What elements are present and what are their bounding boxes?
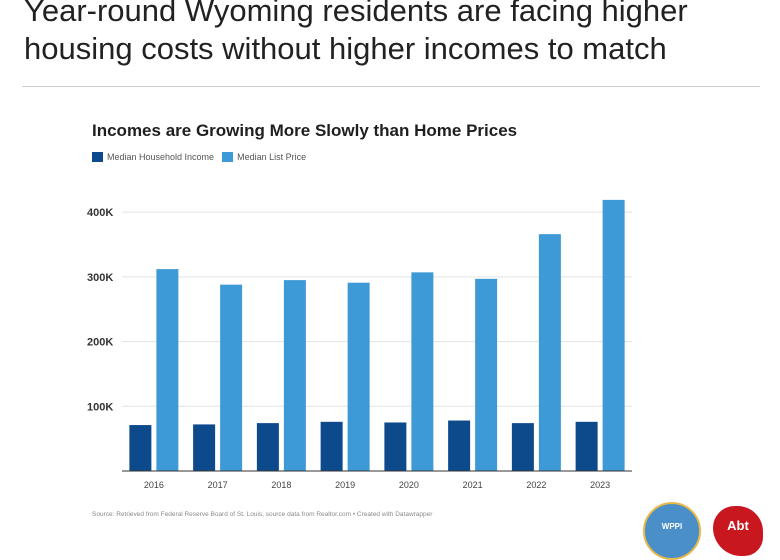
abt-logo-text: Abt: [727, 518, 749, 533]
legend-swatch-list-price: [222, 152, 234, 162]
bar-list-price: [283, 280, 306, 471]
bar-income: [384, 422, 407, 471]
x-tick-label: 2016: [144, 480, 164, 490]
chart-legend: Median Household Income Median List Pric…: [92, 152, 314, 162]
bar-list-price: [220, 284, 243, 471]
slide-title: Year-round Wyoming residents are facing …: [24, 0, 688, 66]
bar-income: [320, 421, 343, 471]
bar-list-price: [475, 278, 498, 471]
bar-income: [448, 420, 471, 471]
x-tick-label: 2021: [463, 480, 483, 490]
bar-list-price: [347, 282, 370, 471]
legend-item-income: Median Household Income: [92, 152, 214, 162]
bar-income: [575, 421, 598, 471]
wppi-logo: WPPI: [643, 502, 701, 560]
x-tick-label: 2023: [590, 480, 610, 490]
bar-list-price: [602, 199, 625, 471]
x-tick-label: 2022: [526, 480, 546, 490]
bar-chart: 100K 200K 300K 400K 2016 2017 2018 2019 2020 2021…: [87, 199, 632, 490]
title-divider: [22, 86, 760, 87]
bar-list-price: [411, 272, 434, 471]
bar-list-price: [538, 234, 561, 471]
x-tick-label: 2018: [271, 480, 291, 490]
legend-label-list-price: Median List Price: [237, 152, 307, 162]
wppi-logo-text: WPPI: [661, 522, 683, 531]
x-tick-label: 2019: [335, 480, 355, 490]
bar-income: [129, 425, 152, 471]
abt-logo: Abt: [713, 506, 763, 556]
bar-income: [256, 423, 279, 471]
bar-income: [193, 424, 216, 471]
chart-title: Incomes are Growing More Slowly than Hom…: [92, 121, 518, 140]
y-tick-label: 400K: [87, 207, 113, 219]
source-note: Source: Retrieved from Federal Reserve B…: [92, 511, 433, 518]
y-tick-label: 100K: [87, 401, 113, 413]
legend-swatch-income: [92, 152, 103, 162]
bar-income: [511, 423, 534, 471]
y-tick-label: 300K: [87, 272, 113, 284]
legend-item-list-price: Median List Price: [222, 152, 306, 162]
bar-list-price: [156, 269, 179, 471]
legend-label-income: Median Household Income: [107, 152, 215, 162]
x-tick-label: 2017: [208, 480, 228, 490]
x-tick-label: 2020: [399, 480, 419, 490]
y-tick-label: 200K: [87, 337, 113, 349]
